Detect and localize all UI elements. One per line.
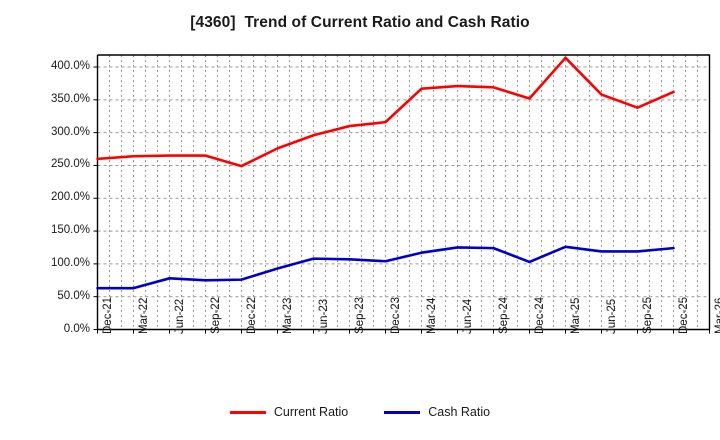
y-axis-tick: 250.0% [22, 159, 90, 170]
x-axis-tick-label: Mar-25 [569, 297, 582, 334]
x-axis-tick: Sep-25 [642, 297, 654, 335]
legend-color-swatch [384, 410, 421, 414]
chart-legend: Current Ratio Cash Ratio [0, 405, 720, 419]
y-axis-tick: 150.0% [22, 225, 90, 236]
x-axis-tick-label: Dec-25 [677, 296, 690, 334]
x-axis-tick: Mar-24 [426, 298, 438, 335]
x-axis-tick-label: Mar-23 [281, 297, 294, 334]
y-axis-tick: 400.0% [22, 60, 90, 71]
x-axis-tick-label: Jun-25 [605, 298, 618, 334]
x-axis-tick: Sep-22 [210, 297, 222, 335]
legend-color-swatch [229, 410, 266, 414]
x-axis-tick-label: Dec-23 [389, 296, 402, 334]
x-axis-tick: Sep-23 [354, 297, 366, 335]
x-axis-tick-label: Mar-24 [425, 297, 438, 334]
legend-item-1[interactable]: Current Ratio [229, 405, 349, 419]
x-axis-tick: Jun-23 [318, 299, 330, 335]
y-axis-tick-label: 0.0% [63, 322, 90, 335]
x-axis-tick: Mar-26 [714, 298, 720, 335]
x-axis-tick: Mar-25 [570, 298, 582, 335]
x-axis-tick: Jun-22 [174, 299, 186, 335]
x-axis-tick-label: Sep-23 [353, 296, 366, 334]
series-lines [96, 56, 675, 290]
legend-label: Cash Ratio [428, 405, 491, 419]
y-axis-tick-label: 50.0% [57, 289, 90, 302]
x-axis-tick: Mar-23 [282, 298, 294, 335]
x-axis-tick-label: Mar-26 [713, 297, 720, 334]
x-axis-tick: Dec-23 [390, 297, 402, 335]
axis-lines [93, 54, 711, 334]
y-axis-tick-label: 200.0% [50, 191, 90, 204]
y-axis-tick-label: 350.0% [50, 92, 90, 105]
x-axis-tick: Jun-24 [462, 299, 474, 335]
chart-title: [4360] Trend of Current Ratio and Cash R… [190, 14, 530, 31]
y-axis-tick-label: 300.0% [50, 125, 90, 138]
legend-label: Current Ratio [273, 405, 349, 419]
x-axis-tick: Jun-25 [606, 299, 618, 335]
x-axis-tick-label: Mar-22 [137, 297, 150, 334]
y-axis-tick: 100.0% [22, 257, 90, 268]
x-axis-tick-label: Sep-22 [209, 296, 222, 334]
x-axis-tick: Mar-22 [138, 298, 150, 335]
y-axis-tick-label: 150.0% [50, 224, 90, 237]
x-axis-tick-label: Dec-22 [245, 296, 258, 334]
x-axis-tick-label: Jun-22 [173, 298, 186, 334]
y-axis-tick: 200.0% [22, 192, 90, 203]
series-line-1 [96, 56, 675, 168]
y-axis-tick: 350.0% [22, 93, 90, 104]
plot-frame [96, 54, 711, 331]
x-axis-tick: Dec-25 [678, 297, 690, 335]
x-axis-tick: Dec-21 [102, 297, 114, 335]
x-axis-tick-label: Jun-23 [317, 298, 330, 334]
grid-lines [97, 55, 710, 330]
x-axis-tick-label: Dec-24 [533, 296, 546, 334]
x-axis-tick-label: Sep-24 [497, 296, 510, 334]
x-axis-tick-label: Sep-25 [641, 296, 654, 334]
x-axis-tick: Dec-24 [534, 297, 546, 335]
y-axis-tick: 0.0% [22, 323, 90, 334]
y-axis-tick-label: 250.0% [50, 158, 90, 171]
y-axis-tick-label: 400.0% [50, 60, 90, 72]
y-axis-tick: 50.0% [22, 290, 90, 301]
x-axis-tick-label: Dec-21 [101, 296, 114, 334]
x-axis-tick: Sep-24 [498, 297, 510, 335]
series-line-2 [96, 245, 675, 290]
legend-item-2[interactable]: Cash Ratio [384, 405, 490, 419]
y-axis-tick: 300.0% [22, 126, 90, 137]
x-axis-tick-label: Jun-24 [461, 298, 474, 334]
y-axis-tick-label: 100.0% [50, 256, 90, 269]
x-axis-tick: Dec-22 [246, 297, 258, 335]
